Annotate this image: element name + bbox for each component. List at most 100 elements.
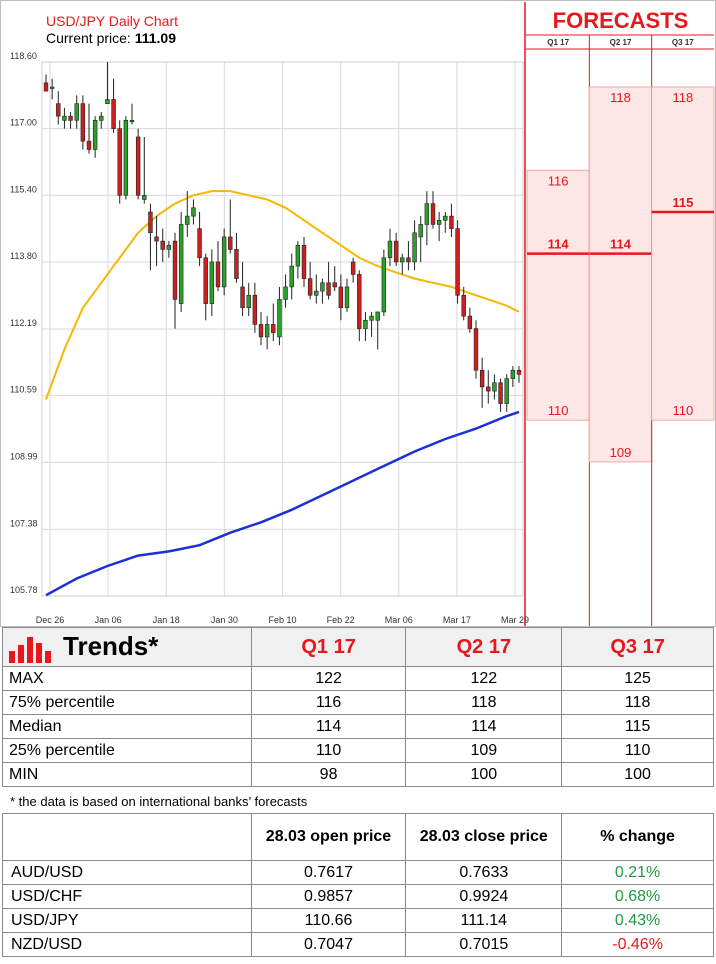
cell-value: 118 <box>405 690 563 715</box>
candle <box>86 103 92 154</box>
candle-body <box>252 294 258 325</box>
x-tick-label: Jan 06 <box>95 615 122 625</box>
candle-body <box>154 236 159 242</box>
candle <box>363 311 368 342</box>
candle <box>240 261 245 317</box>
fx-row: USD/CHF 0.9857 0.9924 0.68% <box>2 884 714 909</box>
candle <box>504 374 509 412</box>
forecast-quarter-label: Q1 17 <box>547 38 569 47</box>
candle <box>350 257 356 283</box>
candle <box>197 211 202 267</box>
row-label: 25% percentile <box>2 738 252 763</box>
candle-body <box>86 140 92 150</box>
candle-body <box>234 249 239 279</box>
candle <box>228 199 233 254</box>
trends-title: Trends* <box>63 630 159 661</box>
moving-averages <box>45 190 520 597</box>
forecast-p25-label: 110 <box>672 403 693 418</box>
candle-body <box>332 282 337 288</box>
candle <box>221 228 227 296</box>
y-tick-label: 112.19 <box>10 318 37 328</box>
trends-header-row: Trends* Q1 17 Q2 17 Q3 17 <box>2 627 714 667</box>
fx-table: 28.03 open price 28.03 close price % cha… <box>2 813 714 957</box>
candle-body <box>92 120 98 150</box>
candle-body <box>191 207 196 217</box>
candle-body <box>455 228 460 296</box>
trends-footnote: * the data is based on international ban… <box>10 794 308 809</box>
candle-body <box>479 369 485 388</box>
candle-body <box>129 120 135 123</box>
candle <box>289 253 294 300</box>
candle-body <box>375 311 380 321</box>
candle-body <box>443 215 448 221</box>
candle-body <box>228 236 233 250</box>
x-tick-label: Feb 10 <box>268 615 296 625</box>
candle-body <box>246 294 251 309</box>
candle <box>455 220 460 304</box>
candle <box>49 78 55 100</box>
candle <box>129 103 135 125</box>
candle <box>277 286 282 346</box>
cell-value: 98 <box>250 762 407 787</box>
row-label: MAX <box>2 666 252 691</box>
x-tick-label: Jan 18 <box>153 615 180 625</box>
candle <box>172 232 178 329</box>
candle <box>387 228 393 267</box>
candle <box>43 74 49 92</box>
candle <box>111 78 116 133</box>
candle-body <box>197 228 202 259</box>
forecast-quarter-label: Q3 17 <box>672 38 694 47</box>
candle-body <box>430 203 436 225</box>
candle-body <box>62 115 67 121</box>
candle-body <box>369 315 374 321</box>
candle <box>393 232 399 267</box>
candle <box>301 236 307 287</box>
candle <box>375 311 380 350</box>
candle <box>148 203 153 271</box>
cell-value: 122 <box>250 666 407 691</box>
forecast-panel: FORECASTS Q1 17 116 114 110 Q2 17 118 114 109 Q3 … <box>524 2 715 626</box>
candle <box>498 378 503 412</box>
cell-value: 109 <box>405 738 563 763</box>
candle <box>154 216 159 267</box>
candle-body <box>510 369 516 379</box>
forecast-p75-label: 116 <box>548 173 569 188</box>
fx-open: 0.9857 <box>250 884 407 909</box>
candle <box>406 241 411 271</box>
candle <box>473 320 479 379</box>
candle <box>307 261 313 300</box>
candle <box>105 62 110 104</box>
y-tick-label: 118.60 <box>10 51 37 61</box>
candle-body <box>381 257 387 313</box>
forecast-median-label: 115 <box>672 195 693 210</box>
candle-body <box>492 382 497 392</box>
candle <box>142 136 147 204</box>
candle <box>135 128 141 200</box>
candle <box>418 216 423 262</box>
trends-row-median: Median 114 114 115 <box>2 714 714 739</box>
forecast-median-label: 114 <box>610 237 632 252</box>
y-tick-label: 110.59 <box>10 385 37 395</box>
trends-row-min: MIN 98 100 100 <box>2 762 714 787</box>
candle-body <box>215 261 221 288</box>
candle <box>486 370 491 404</box>
fx-row: USD/JPY 110.66 111.14 0.43% <box>2 908 714 933</box>
trends-table: Trends* Q1 17 Q2 17 Q3 17 MAX 122 122 12… <box>2 627 714 787</box>
candle-body <box>449 215 454 229</box>
y-tick-label: 105.78 <box>10 585 38 595</box>
fx-open: 110.66 <box>250 908 407 933</box>
candle <box>56 91 61 125</box>
candle-body <box>258 324 264 338</box>
fx-header-close: 28.03 close price <box>405 813 563 861</box>
candle-body <box>461 294 466 317</box>
candle-body <box>221 236 227 288</box>
fx-change: 0.68% <box>561 884 714 909</box>
candle <box>178 211 184 312</box>
candle <box>400 253 405 275</box>
fx-change: -0.46% <box>561 932 714 957</box>
candle-body <box>209 261 215 304</box>
candle <box>344 278 350 312</box>
candle-body <box>486 386 491 392</box>
axis-labels: 118.60 117.00 115.40 113.80 112.19 110.59 108.… <box>10 51 529 625</box>
candle-body <box>148 211 153 234</box>
